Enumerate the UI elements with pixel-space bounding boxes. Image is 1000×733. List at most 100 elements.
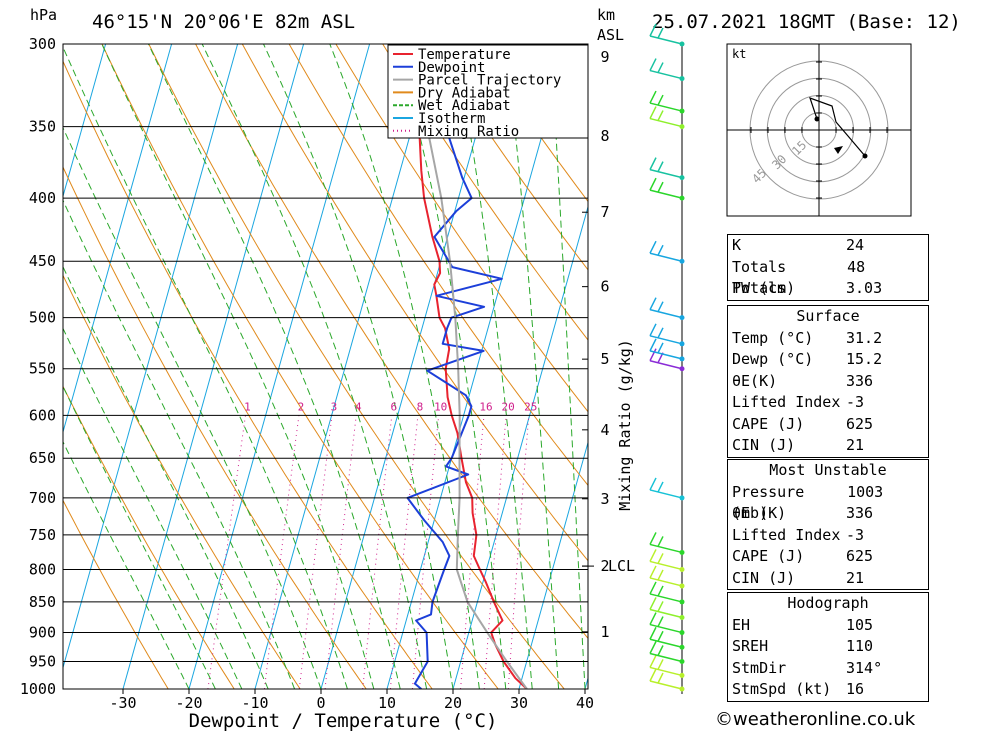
index-label: EH [732, 615, 751, 634]
legend-label: Mixing Ratio [418, 124, 519, 140]
wind-barb [649, 297, 685, 321]
isotherm-line [188, 44, 371, 689]
wind-barb-flag [649, 23, 657, 37]
surface-row: CIN (J) 21 [728, 435, 928, 457]
index-value: -3 [846, 525, 865, 544]
pressure-tick-label: 550 [29, 360, 56, 378]
index-value: 314° [846, 658, 883, 677]
index-row: PW (cm) 3.03 [728, 278, 928, 300]
pressure-tick-label: 400 [29, 189, 56, 207]
mixing-ratio-label: 1 [244, 400, 251, 413]
copyright: ©weatheronline.co.uk [715, 709, 916, 730]
isotherm-line [386, 44, 569, 689]
wind-barb-flag [657, 161, 664, 172]
dry-adiabat-line [288, 44, 588, 487]
height-unit: km [597, 6, 615, 24]
wind-barb-flag [657, 342, 664, 354]
pressure-tick-label: 700 [29, 489, 56, 507]
pressure-tick-label: 650 [29, 449, 56, 467]
index-value: 31.2 [846, 328, 883, 347]
pressure-tick-label: 450 [29, 252, 56, 270]
index-label: CIN (J) [732, 568, 796, 587]
hodograph-unit: kt [732, 47, 746, 61]
isotherm-line [518, 440, 588, 689]
pressure-tick-label: 950 [29, 653, 56, 671]
index-label: StmSpd (kt) [732, 680, 832, 698]
wind-barb-flag [649, 581, 657, 595]
wind-barb-staff [649, 489, 683, 499]
legend-label: Parcel Trajectory [418, 73, 561, 89]
mixing-ratio-label: 4 [355, 400, 362, 413]
height-tick-label: 4 [600, 421, 609, 439]
wind-barb-staff [649, 623, 683, 634]
dry-adiabat-line [63, 499, 169, 689]
height-tick-label: 8 [600, 127, 609, 145]
wind-barb-flag [657, 536, 664, 547]
hodograph-trace [809, 97, 866, 157]
wind-barb-flag [649, 106, 657, 119]
pressure-tick-label: 600 [29, 406, 56, 424]
mixing-ratio-label: 16 [479, 400, 492, 413]
wind-barb-staff [649, 593, 683, 603]
isotherm-line [254, 44, 437, 689]
wind-barb-flag [657, 585, 664, 597]
wind-barb-staff [649, 560, 683, 571]
wet-adiabat-line [63, 45, 348, 689]
x-tick-label: 20 [444, 694, 462, 712]
wind-barb-staff [649, 652, 683, 663]
isotherm-line [63, 44, 239, 670]
wind-barb-flag [657, 110, 664, 121]
wind-barb-flag [649, 549, 657, 562]
index-value: 48 [847, 257, 866, 276]
index-value: 625 [846, 414, 874, 433]
index-value: 336 [846, 504, 874, 522]
pressure-unit: hPa [30, 6, 57, 24]
height-tick-label: 6 [600, 278, 609, 296]
dry-adiabat-line [148, 44, 565, 689]
wind-barb [649, 23, 685, 47]
mixing-ratio-line [389, 415, 419, 689]
pressure-tick-label: 900 [29, 624, 56, 642]
wind-barb-flag [649, 157, 657, 170]
index-label: Pressure (mb) [732, 482, 805, 523]
legend-label: Wet Adiabat [418, 98, 511, 114]
hodograph-point [814, 116, 820, 122]
index-label: CIN (J) [732, 436, 796, 454]
wind-barb [649, 655, 685, 678]
parcel-trajectory-line [408, 44, 528, 689]
index-label: SREH [732, 637, 769, 655]
wind-barb-flag [657, 659, 664, 670]
wind-barb-flag [649, 348, 657, 362]
wind-barb-staff [649, 189, 683, 199]
height-unit-asl: ASL [597, 26, 624, 44]
wind-barb-staff [649, 308, 683, 319]
surface-row: CAPE (J) 625 [728, 414, 928, 436]
index-value: 336 [846, 371, 874, 390]
wind-barb-flag [657, 672, 664, 684]
wind-barb-flag [657, 481, 664, 493]
index-value: 15.2 [846, 350, 883, 368]
height-tick-label: 7 [600, 203, 609, 221]
most-unstable-panel: Most Unstable Pressure (mb) 1003 θE (K) 336 L… [727, 459, 929, 590]
x-tick-label: -30 [109, 694, 136, 712]
index-value: 21 [846, 436, 865, 454]
wind-barb-flag [657, 62, 664, 73]
mixing-ratio-line [362, 415, 393, 689]
hodograph-stats-row: EH 105 [728, 615, 928, 637]
x-tick-label: 40 [576, 694, 594, 712]
wet-adiabat-line [63, 126, 322, 689]
x-tick-label: 10 [378, 694, 396, 712]
wind-barb-flag [657, 327, 664, 339]
x-tick-label: -20 [175, 694, 202, 712]
pressure-tick-label: 800 [29, 560, 56, 578]
wind-barb [649, 597, 685, 620]
wet-adiabat-line [329, 44, 480, 689]
index-value: 3.03 [846, 279, 883, 297]
index-label: Lifted Index [732, 525, 841, 544]
index-value: 24 [846, 236, 865, 254]
wind-barb-staff [649, 577, 683, 587]
most-unstable-row: Pressure (mb) 1003 [728, 482, 928, 523]
wind-barb [649, 90, 685, 114]
